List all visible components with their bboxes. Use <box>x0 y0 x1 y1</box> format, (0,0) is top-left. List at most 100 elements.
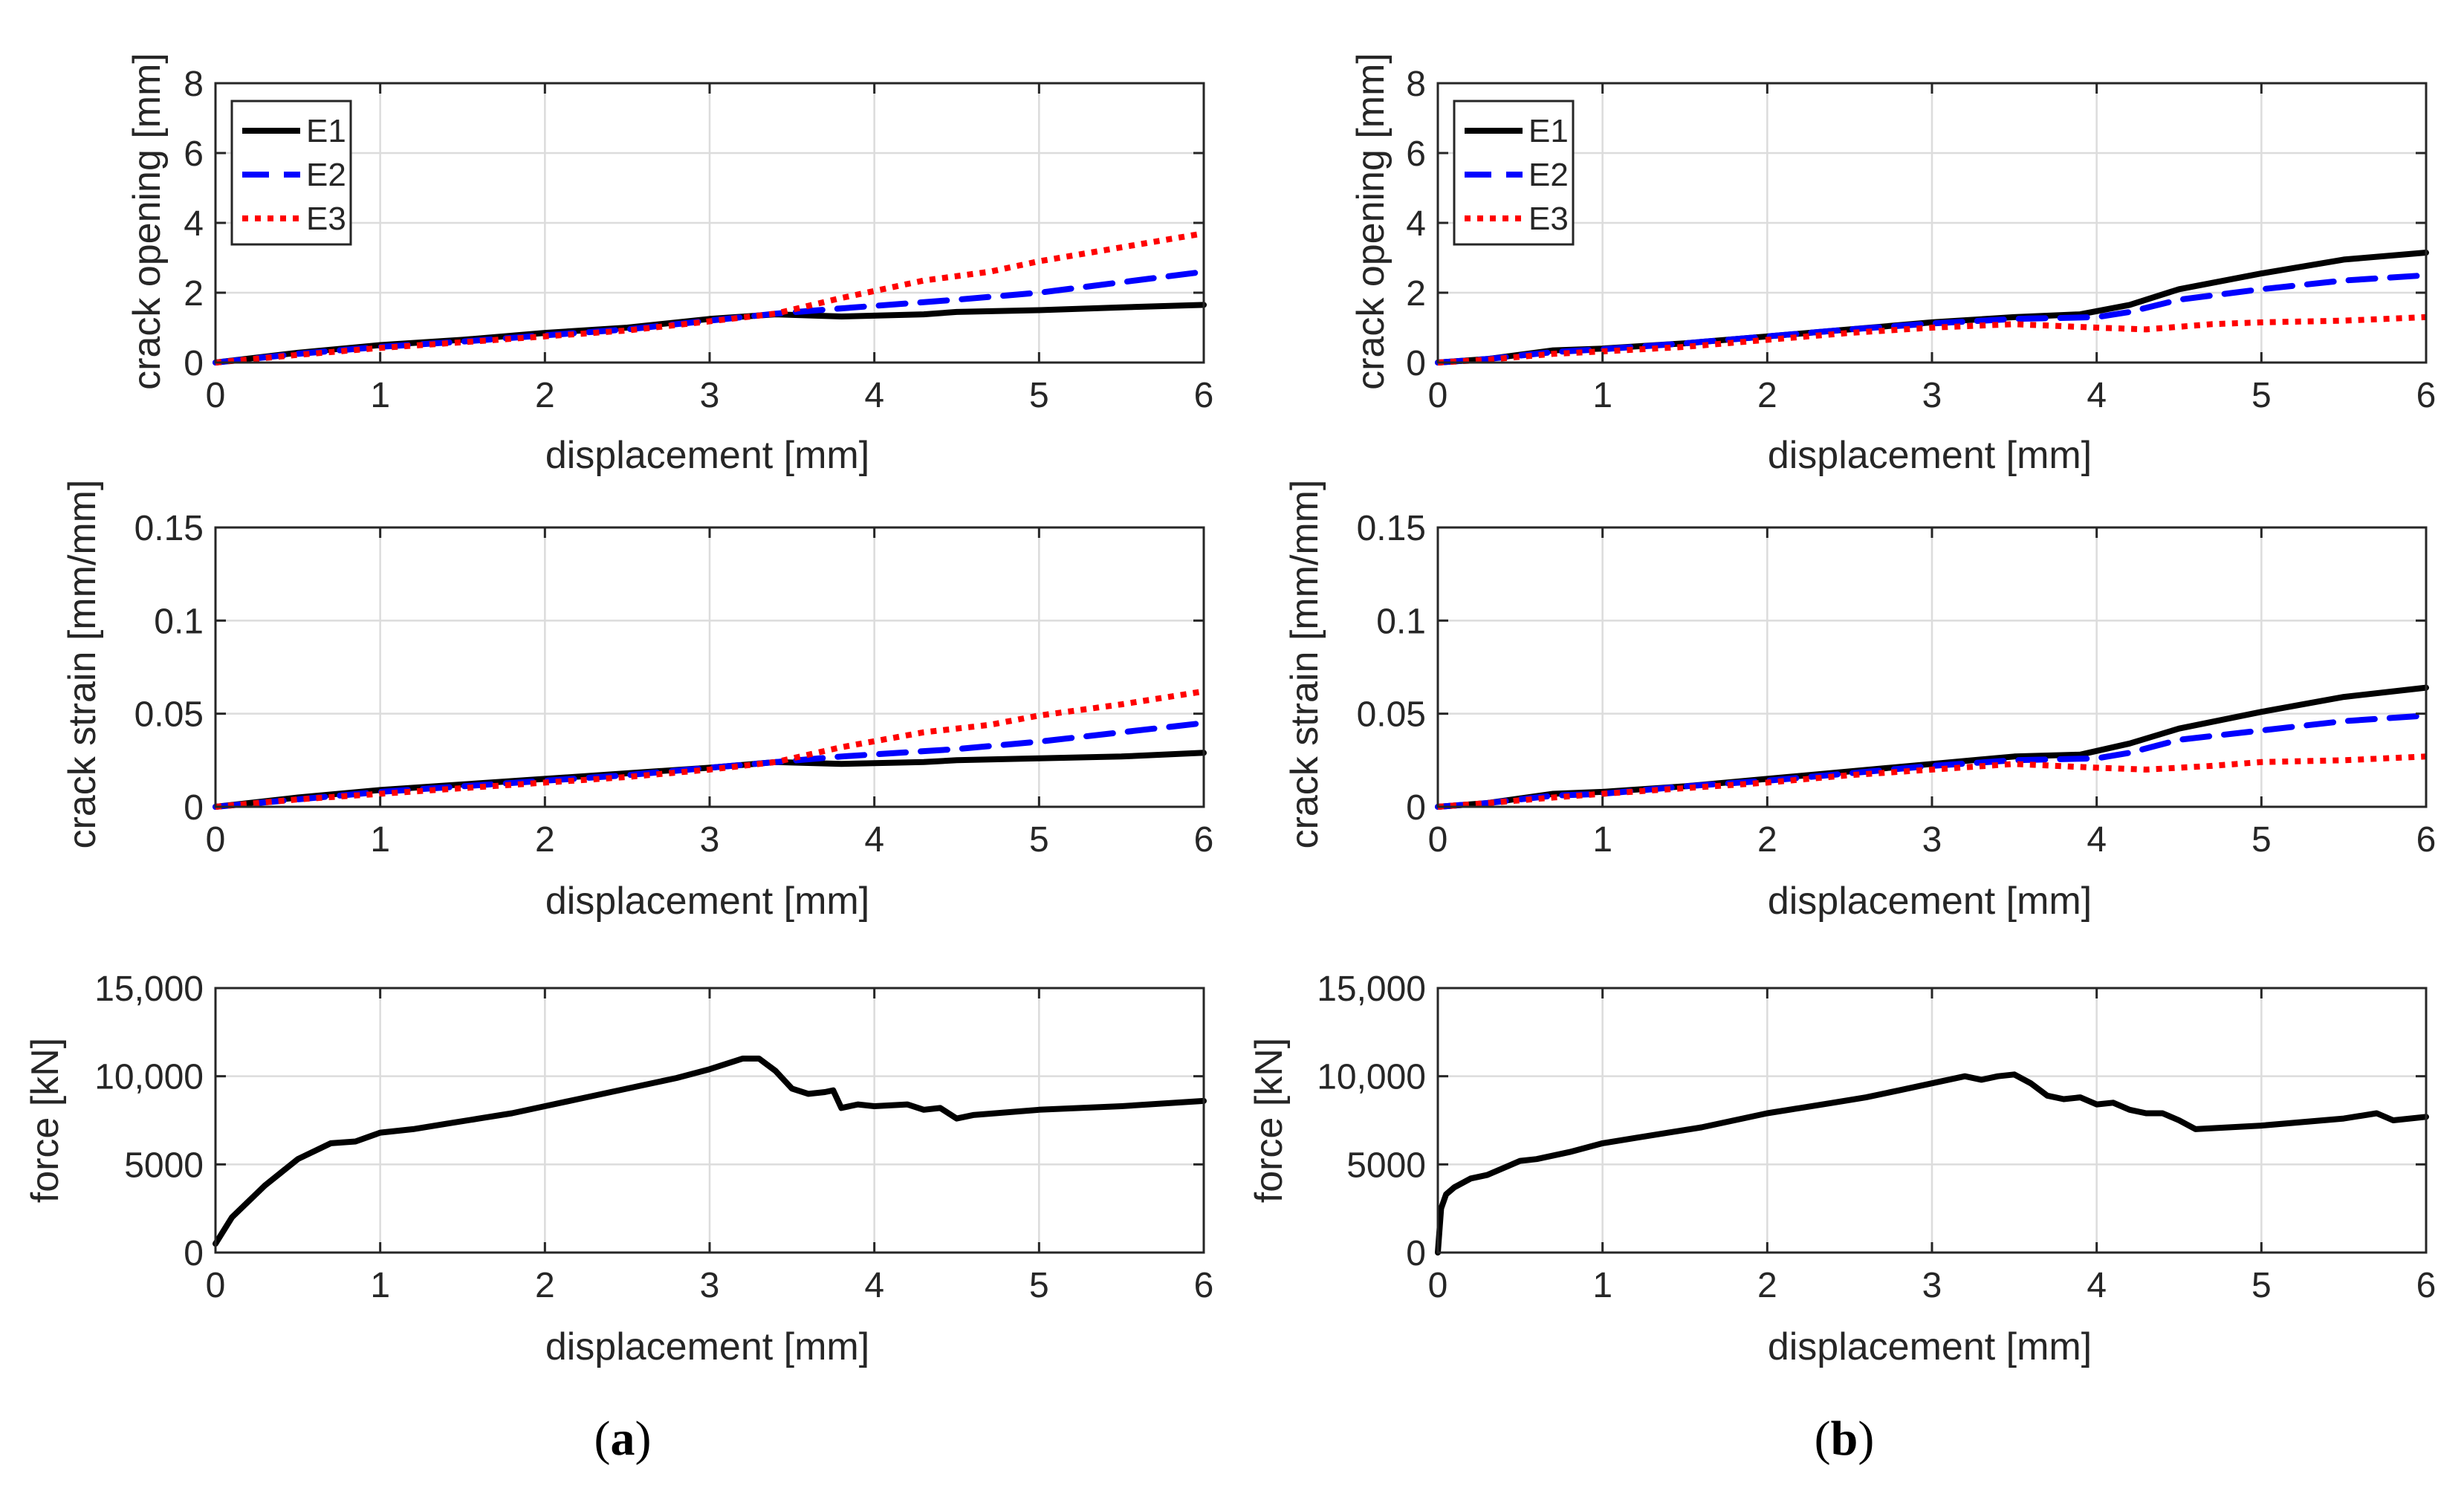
x-tick-label: 3 <box>1922 376 1942 415</box>
x-tick-label: 6 <box>2416 820 2437 860</box>
plot-frame <box>214 82 1205 364</box>
x-tick-label: 3 <box>700 1266 720 1305</box>
x-axis-label: displacement [mm] <box>1768 434 2092 477</box>
x-tick-label: 0 <box>1428 820 1448 860</box>
legend-label-e1: E1 <box>306 113 346 149</box>
series-line-force <box>1435 1071 2429 1256</box>
series-line-e3 <box>215 230 1205 366</box>
legend: E1 E2 E3 <box>230 100 352 246</box>
x-tick-label: 0 <box>1428 376 1448 415</box>
x-tick-label: 0 <box>206 376 226 415</box>
y-tick-label: 8 <box>1406 65 1426 104</box>
y-tick-label: 10,000 <box>94 1058 204 1097</box>
x-tick-label: 5 <box>1029 376 1049 415</box>
x-tick-label: 3 <box>700 820 720 860</box>
legend-label-e2: E2 <box>1528 157 1569 193</box>
caption-a: (a) <box>594 1412 652 1466</box>
x-tick-label: 1 <box>1592 820 1612 860</box>
svg-text:(b): (b) <box>1815 1412 1875 1466</box>
x-tick-label: 0 <box>206 820 226 860</box>
x-tick-label: 4 <box>2087 1266 2107 1305</box>
x-tick-label: 6 <box>1194 820 1214 860</box>
y-tick-label: 0 <box>184 344 204 383</box>
legend-label-e2: E2 <box>306 157 346 193</box>
force-plot-a: 0 1 2 3 4 5 6 0 5000 10,000 15,000 force [kN] disp… <box>24 970 1213 1368</box>
series-line-e3 <box>215 688 1205 810</box>
x-tick-label: 2 <box>535 1266 555 1305</box>
x-tick-label: 0 <box>1428 1266 1448 1305</box>
x-tick-label: 3 <box>700 376 720 415</box>
x-tick-label: 5 <box>1029 820 1049 860</box>
x-tick-label: 3 <box>1922 820 1942 860</box>
caption-letter: a <box>611 1412 635 1466</box>
x-tick-label: 4 <box>864 820 884 860</box>
y-tick-label: 8 <box>184 65 204 104</box>
x-tick-label: 4 <box>2087 376 2107 415</box>
x-axis-label: displacement [mm] <box>545 880 869 923</box>
x-tick-label: 6 <box>1194 1266 1214 1305</box>
plot-frame <box>214 526 1205 808</box>
caption-b: (b) <box>1815 1412 1875 1466</box>
x-tick-label: 2 <box>1757 1266 1777 1305</box>
x-axis-label: displacement [mm] <box>1768 1325 2092 1368</box>
x-tick-label: 1 <box>370 376 390 415</box>
x-tick-label: 5 <box>1029 1266 1049 1305</box>
x-tick-label: 2 <box>535 820 555 860</box>
plot-frame <box>214 987 1205 1254</box>
x-tick-label: 6 <box>1194 376 1214 415</box>
x-axis-label: displacement [mm] <box>1768 880 2092 923</box>
crack-strain-plot-a: 0 1 2 3 4 5 6 0 0.05 0.1 0.15 crack strain [mm/mm]… <box>61 480 1213 923</box>
x-tick-label: 6 <box>2416 1266 2437 1305</box>
svg-text:(a): (a) <box>594 1412 652 1466</box>
plot-frame <box>1436 526 2428 808</box>
x-tick-label: 4 <box>864 376 884 415</box>
y-tick-label: 4 <box>1406 204 1426 244</box>
x-tick-label: 6 <box>2416 376 2437 415</box>
y-axis-label: force [kN] <box>1248 1038 1291 1204</box>
y-axis-label: crack opening [mm] <box>126 53 169 390</box>
x-tick-label: 1 <box>370 1266 390 1305</box>
y-tick-label: 0.05 <box>134 695 204 735</box>
x-tick-label: 2 <box>1757 820 1777 860</box>
x-tick-label: 1 <box>1592 376 1612 415</box>
y-tick-label: 0 <box>1406 1234 1426 1273</box>
y-tick-label: 4 <box>184 204 204 244</box>
y-tick-label: 0.15 <box>134 509 204 548</box>
y-tick-label: 0.1 <box>1376 602 1426 641</box>
y-axis-label: crack strain [mm/mm] <box>1283 480 1326 849</box>
series-line-e3 <box>1437 753 2427 810</box>
x-tick-label: 2 <box>535 376 555 415</box>
y-tick-label: 15,000 <box>94 970 204 1009</box>
y-tick-label: 2 <box>1406 274 1426 314</box>
force-plot-b: 0 1 2 3 4 5 6 0 5000 10,000 15,000 force [kN] disp… <box>1248 970 2436 1368</box>
y-tick-label: 0 <box>184 1234 204 1273</box>
plot-frame <box>1436 987 2428 1254</box>
x-tick-label: 1 <box>1592 1266 1612 1305</box>
plot-frame <box>1436 82 2428 364</box>
y-tick-label: 0.05 <box>1357 695 1426 735</box>
x-tick-label: 4 <box>2087 820 2107 860</box>
legend: E1 E2 E3 <box>1453 100 1575 246</box>
y-tick-label: 0 <box>1406 344 1426 383</box>
y-tick-label: 0 <box>184 788 204 828</box>
crack-opening-plot-b: 0 1 2 3 4 5 6 0 2 4 6 8 E1 E2 E3 crack opening [mm] di… <box>1349 53 2436 477</box>
x-tick-label: 5 <box>2251 376 2272 415</box>
y-tick-label: 0.15 <box>1357 509 1426 548</box>
caption-open-paren: ( <box>1815 1412 1831 1466</box>
caption-open-paren: ( <box>594 1412 611 1466</box>
crack-strain-plot-b: 0 1 2 3 4 5 6 0 0.05 0.1 0.15 crack strain [mm/mm]… <box>1283 480 2436 923</box>
series-line-e3 <box>1437 314 2427 366</box>
y-tick-label: 15,000 <box>1317 970 1426 1009</box>
x-tick-label: 5 <box>2251 1266 2272 1305</box>
caption-close-paren: ) <box>1858 1412 1874 1466</box>
caption-close-paren: ) <box>635 1412 652 1466</box>
y-tick-label: 5000 <box>1346 1146 1426 1185</box>
y-axis-label: crack opening [mm] <box>1349 53 1393 390</box>
y-axis-label: force [kN] <box>24 1038 67 1204</box>
x-tick-label: 1 <box>370 820 390 860</box>
x-axis-label: displacement [mm] <box>545 434 869 477</box>
legend-label-e3: E3 <box>1528 201 1569 237</box>
crack-opening-plot-a: 0 1 2 3 4 5 6 0 2 4 6 8 E1 E2 E3 crack opening [mm] di… <box>126 53 1213 477</box>
legend-label-e3: E3 <box>306 201 346 237</box>
